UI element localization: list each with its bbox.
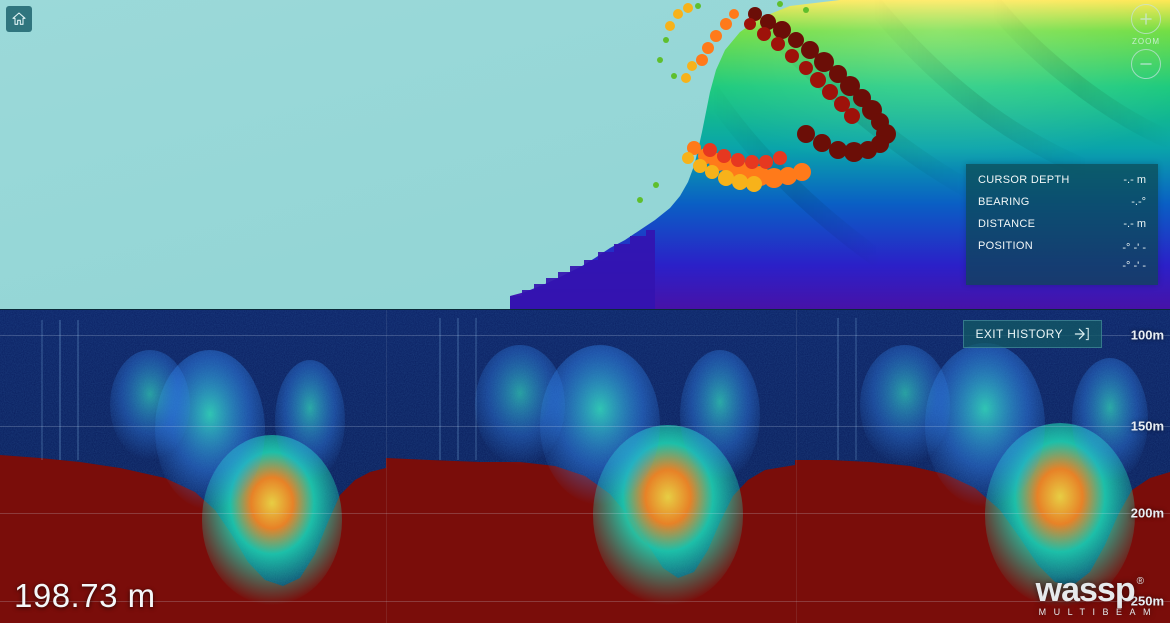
- zoom-out-button[interactable]: [1131, 49, 1161, 79]
- plus-icon: [1139, 12, 1153, 26]
- info-row-distance: DISTANCE -.- m: [978, 218, 1146, 230]
- current-depth-readout: 198.73 m: [14, 577, 156, 615]
- home-icon: [11, 11, 27, 27]
- brand-name: wassp: [1036, 576, 1135, 605]
- arrow-right-boxed-icon: [1073, 327, 1089, 341]
- info-label: DISTANCE: [978, 218, 1035, 230]
- bathymetry-3d-view[interactable]: ZOOM CURSOR DEPTH -.- m BEARING -.-° DIS…: [0, 0, 1170, 309]
- sonar-echogram: [0, 310, 1170, 623]
- info-label: CURSOR DEPTH: [978, 174, 1070, 186]
- zoom-in-button[interactable]: [1131, 4, 1161, 34]
- info-value: -° -' - -° -' -: [1122, 240, 1146, 275]
- minus-icon: [1139, 57, 1153, 71]
- home-button[interactable]: [6, 6, 32, 32]
- zoom-label: ZOOM: [1132, 37, 1160, 46]
- info-label: POSITION: [978, 240, 1033, 252]
- info-value: -.- m: [1123, 174, 1146, 186]
- brand-sub: MULTIBEAM: [1036, 607, 1158, 617]
- cursor-info-panel: CURSOR DEPTH -.- m BEARING -.-° DISTANCE…: [966, 164, 1158, 285]
- zoom-controls: ZOOM: [1126, 4, 1166, 79]
- brand-logo: wassp ® MULTIBEAM: [1036, 576, 1158, 617]
- exit-history-button[interactable]: EXIT HISTORY: [963, 320, 1103, 348]
- info-value: -.- m: [1123, 218, 1146, 230]
- sonar-history-panel[interactable]: 100m 150m 200m 250m EXIT HISTORY 198.73 …: [0, 309, 1170, 623]
- info-row-bearing: BEARING -.-°: [978, 196, 1146, 208]
- exit-history-label: EXIT HISTORY: [976, 327, 1064, 341]
- info-value: -.-°: [1131, 196, 1146, 208]
- info-row-cursor-depth: CURSOR DEPTH -.- m: [978, 174, 1146, 186]
- info-label: BEARING: [978, 196, 1030, 208]
- info-row-position: POSITION -° -' - -° -' -: [978, 240, 1146, 275]
- brand-reg: ®: [1137, 578, 1143, 587]
